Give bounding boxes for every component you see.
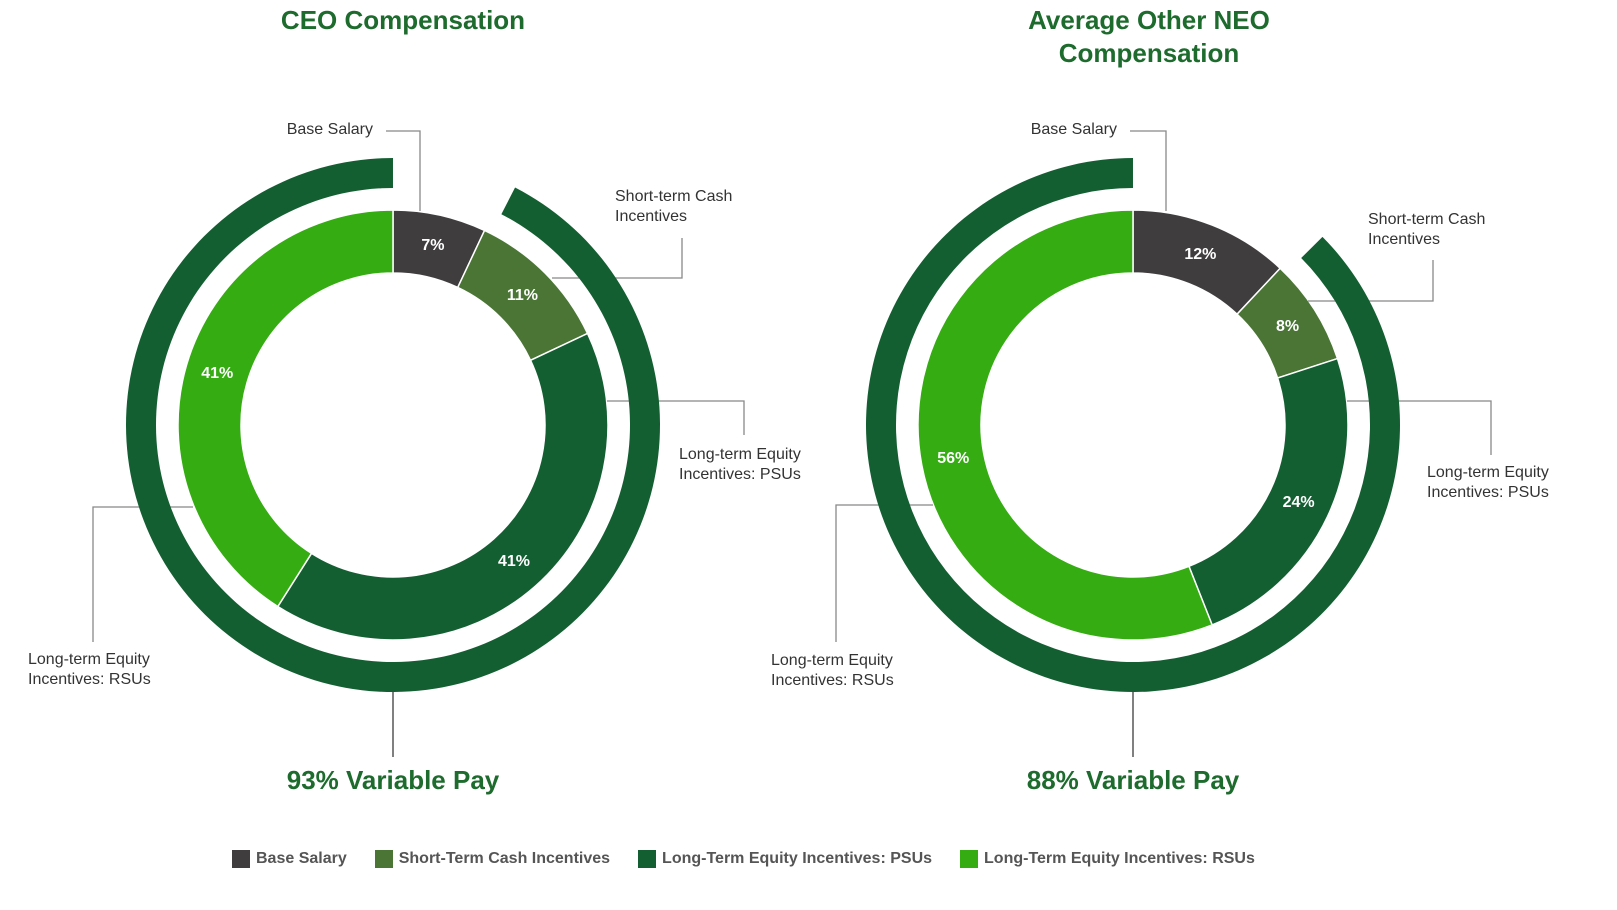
chart-title: CEO Compensation <box>280 5 526 35</box>
legend: Base Salary Short-Term Cash Incentives Lon… <box>232 850 1255 868</box>
legend-item: Long-Term Equity Incentives: PSUs <box>638 850 932 868</box>
value-label: 12% <box>1184 245 1217 263</box>
callout-label: Short-term Cash Incentives <box>1368 211 1486 248</box>
value-label: 11% <box>506 286 538 304</box>
value-label: 8% <box>1275 317 1300 335</box>
annotation: 93% Variable Pay <box>286 765 500 795</box>
chart-title: Average Other NEO Compensation <box>1028 5 1270 68</box>
callout-label: Base Salary <box>1030 121 1117 138</box>
callout-label: Short-term Cash Incentives <box>615 188 733 225</box>
donut-segment <box>177 209 394 608</box>
leader-line <box>386 130 421 211</box>
annotation: 88% Variable Pay <box>1026 765 1240 795</box>
leader-line <box>1130 130 1167 211</box>
donut-segment <box>917 209 1214 641</box>
callout-label: Long-term Equity Incentives: PSUs <box>1427 464 1549 501</box>
legend-label: Long-Term Equity Incentives: RSUs <box>984 850 1255 867</box>
value-label: 41% <box>498 553 531 571</box>
callout-label: Base Salary <box>286 121 373 138</box>
legend-label: Long-Term Equity Incentives: PSUs <box>662 850 933 867</box>
legend-item: Short-Term Cash Incentives <box>374 850 611 868</box>
callout-label: Long-term Equity Incentives: RSUs <box>771 652 894 689</box>
legend-item: Base Salary <box>232 850 347 868</box>
value-label: 41% <box>201 364 234 382</box>
legend-item: Long-Term Equity Incentives: RSUs <box>960 850 1255 868</box>
legend-label: Short-Term Cash Incentives <box>398 850 611 867</box>
legend-swatch <box>638 850 657 868</box>
donut-segment <box>276 332 609 641</box>
value-label: 7% <box>421 237 445 255</box>
legend-swatch <box>374 850 393 868</box>
leader-line <box>607 400 745 435</box>
value-label: 56% <box>937 450 970 468</box>
value-label: 24% <box>1282 493 1315 511</box>
callout-label: Long-term Equity Incentives: RSUs <box>28 651 151 688</box>
leader-line <box>1347 400 1492 455</box>
legend-label: Base Salary <box>256 850 347 867</box>
legend-swatch <box>232 850 250 868</box>
callout-label: Long-term Equity Incentives: PSUs <box>679 446 801 483</box>
legend-swatch <box>960 850 979 868</box>
